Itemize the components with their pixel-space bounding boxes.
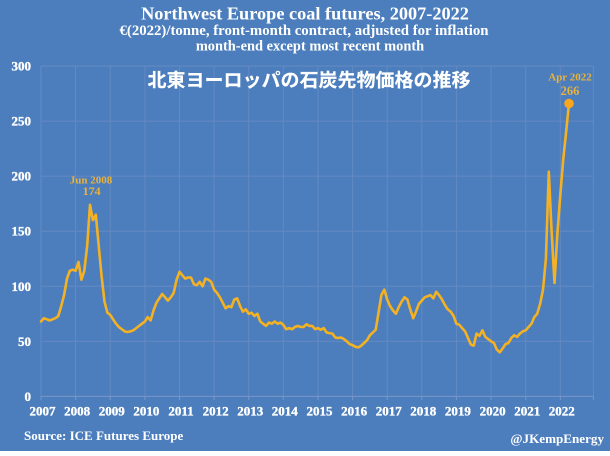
svg-text:2020: 2020 xyxy=(480,404,506,419)
svg-text:2010: 2010 xyxy=(133,404,159,419)
svg-text:2021: 2021 xyxy=(514,404,540,419)
svg-text:2014: 2014 xyxy=(272,404,299,419)
svg-text:@JKempEnergy: @JKempEnergy xyxy=(510,431,604,446)
svg-text:2009: 2009 xyxy=(99,404,126,419)
svg-text:174: 174 xyxy=(83,184,101,198)
svg-text:0: 0 xyxy=(25,389,32,404)
svg-text:Northwest Europe coal futures,: Northwest Europe coal futures, 2007-2022 xyxy=(141,4,469,24)
svg-text:2012: 2012 xyxy=(203,404,229,419)
svg-text:250: 250 xyxy=(12,114,32,129)
svg-text:2007: 2007 xyxy=(30,404,57,419)
svg-text:€(2022)/tonne, front-month con: €(2022)/tonne, front-month contract, adj… xyxy=(120,23,489,39)
svg-text:2015: 2015 xyxy=(307,404,334,419)
svg-text:2008: 2008 xyxy=(64,404,91,419)
svg-text:266: 266 xyxy=(561,84,580,98)
svg-text:Apr 2022: Apr 2022 xyxy=(548,72,592,84)
svg-text:150: 150 xyxy=(12,224,32,239)
svg-text:2018: 2018 xyxy=(410,404,437,419)
svg-text:Jun 2008: Jun 2008 xyxy=(70,175,113,187)
svg-text:2011: 2011 xyxy=(168,404,193,419)
svg-text:200: 200 xyxy=(12,169,32,184)
svg-text:Source: ICE Futures Europe: Source: ICE Futures Europe xyxy=(24,428,183,443)
svg-text:2016: 2016 xyxy=(341,404,368,419)
svg-text:2019: 2019 xyxy=(445,404,472,419)
svg-text:100: 100 xyxy=(12,279,32,294)
svg-text:300: 300 xyxy=(12,59,32,74)
svg-text:2013: 2013 xyxy=(237,404,264,419)
svg-text:month-end except most recent m: month-end except most recent month xyxy=(196,39,424,55)
svg-text:2017: 2017 xyxy=(376,404,403,419)
svg-text:50: 50 xyxy=(18,334,31,349)
svg-text:2022: 2022 xyxy=(549,404,575,419)
